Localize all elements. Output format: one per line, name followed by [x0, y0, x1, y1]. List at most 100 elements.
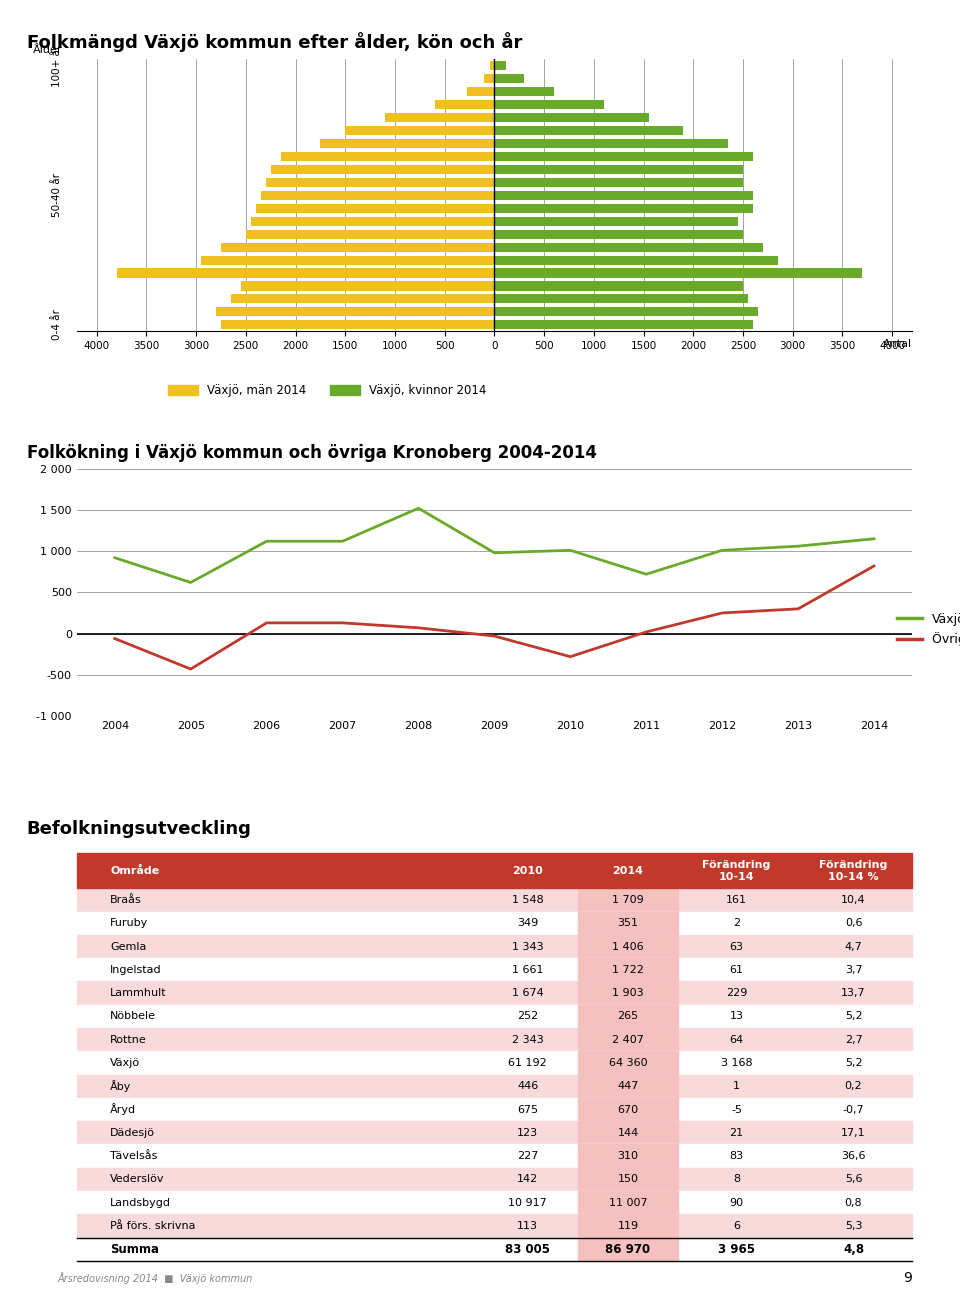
Bar	[116, 268, 494, 277]
Text: På förs. skrivna: På förs. skrivna	[110, 1220, 196, 1231]
Text: 3 168: 3 168	[721, 1059, 753, 1068]
Bar	[485, 74, 494, 83]
Text: 36,6: 36,6	[841, 1151, 866, 1161]
Bar	[77, 1028, 912, 1051]
Bar	[578, 1098, 678, 1122]
Text: 4,8: 4,8	[843, 1243, 864, 1256]
Text: Område: Område	[110, 865, 159, 876]
Bar	[77, 911, 912, 935]
Text: Ingelstad: Ingelstad	[110, 965, 162, 974]
Bar	[77, 1237, 912, 1261]
Bar	[494, 281, 743, 291]
Text: 119: 119	[617, 1220, 638, 1231]
Bar	[578, 889, 678, 911]
Text: Lammhult: Lammhult	[110, 988, 167, 998]
Text: 5,2: 5,2	[845, 1059, 862, 1068]
Text: 17,1: 17,1	[841, 1128, 866, 1137]
Bar	[494, 217, 738, 226]
Text: 675: 675	[517, 1105, 539, 1115]
Bar	[77, 1191, 912, 1214]
Bar	[494, 295, 748, 304]
Bar	[77, 1005, 912, 1028]
Text: 5,6: 5,6	[845, 1174, 862, 1185]
Bar	[246, 230, 494, 238]
Bar	[221, 321, 494, 329]
Bar	[385, 113, 494, 122]
Bar	[77, 959, 912, 981]
Text: 670: 670	[617, 1105, 638, 1115]
Text: 2 343: 2 343	[512, 1035, 543, 1044]
Bar	[578, 1214, 678, 1237]
Text: 0,6: 0,6	[845, 918, 862, 928]
Text: Braås: Braås	[110, 896, 142, 905]
Bar	[578, 911, 678, 935]
Bar	[77, 853, 912, 889]
Text: 13,7: 13,7	[841, 988, 866, 998]
Text: 351: 351	[617, 918, 638, 928]
Bar	[231, 295, 494, 304]
Text: 90: 90	[730, 1198, 744, 1207]
Bar	[77, 1214, 912, 1237]
Bar	[494, 126, 684, 135]
Text: 1 661: 1 661	[512, 965, 543, 974]
Bar	[494, 178, 743, 187]
Text: 11 007: 11 007	[609, 1198, 647, 1207]
Text: Rottne: Rottne	[110, 1035, 147, 1044]
Bar	[266, 178, 494, 187]
Bar	[261, 191, 494, 200]
Bar	[346, 126, 494, 135]
Bar	[494, 164, 743, 174]
Text: 0,2: 0,2	[845, 1081, 862, 1091]
Text: Befolkningsutveckling: Befolkningsutveckling	[27, 821, 252, 838]
Text: Förändring
10-14 %: Förändring 10-14 %	[819, 860, 888, 882]
Text: Landsbygd: Landsbygd	[110, 1198, 171, 1207]
Text: 83: 83	[730, 1151, 744, 1161]
Bar	[494, 100, 604, 109]
Bar	[77, 1122, 912, 1144]
Text: 3,7: 3,7	[845, 965, 862, 974]
Text: Antal: Antal	[883, 339, 912, 348]
Text: 6: 6	[733, 1220, 740, 1231]
Text: 5,3: 5,3	[845, 1220, 862, 1231]
Bar	[494, 230, 743, 238]
Text: 64: 64	[730, 1035, 744, 1044]
Text: 61 192: 61 192	[509, 1059, 547, 1068]
Text: 144: 144	[617, 1128, 638, 1137]
Text: Furuby: Furuby	[110, 918, 149, 928]
Text: Summa: Summa	[110, 1243, 159, 1256]
Text: 21: 21	[730, 1128, 744, 1137]
Bar	[494, 255, 778, 264]
Bar	[494, 268, 862, 277]
Bar	[494, 191, 753, 200]
Text: Tävelsås: Tävelsås	[110, 1151, 157, 1161]
Text: 265: 265	[617, 1011, 638, 1022]
Text: 4,7: 4,7	[845, 942, 862, 952]
Text: 61: 61	[730, 965, 744, 974]
Bar	[77, 889, 912, 911]
Text: 252: 252	[517, 1011, 539, 1022]
Bar	[77, 1098, 912, 1122]
Legend: Växjö, Övriga länet: Växjö, Övriga länet	[892, 608, 960, 651]
Bar	[280, 151, 494, 160]
Bar	[216, 308, 494, 317]
Bar	[578, 1051, 678, 1074]
Text: 446: 446	[517, 1081, 539, 1091]
Text: Åryd: Åryd	[110, 1103, 136, 1115]
Text: 1 343: 1 343	[512, 942, 543, 952]
Text: 64 360: 64 360	[609, 1059, 647, 1068]
Text: 1 548: 1 548	[512, 896, 543, 905]
Bar	[578, 1074, 678, 1098]
Text: Ålder: Ålder	[33, 45, 61, 55]
Text: Årsredovisning 2014  ■  Växjö kommun: Årsredovisning 2014 ■ Växjö kommun	[58, 1272, 252, 1285]
Bar	[494, 74, 524, 83]
Text: 1 903: 1 903	[612, 988, 644, 998]
Legend: Växjö, män 2014, Växjö, kvinnor 2014: Växjö, män 2014, Växjö, kvinnor 2014	[163, 379, 492, 401]
Bar	[578, 959, 678, 981]
Text: 123: 123	[517, 1128, 539, 1137]
Text: 2 407: 2 407	[612, 1035, 644, 1044]
Text: 1 722: 1 722	[612, 965, 644, 974]
Text: 8: 8	[733, 1174, 740, 1185]
Text: 5,2: 5,2	[845, 1011, 862, 1022]
Bar	[494, 242, 763, 251]
Bar	[578, 981, 678, 1005]
